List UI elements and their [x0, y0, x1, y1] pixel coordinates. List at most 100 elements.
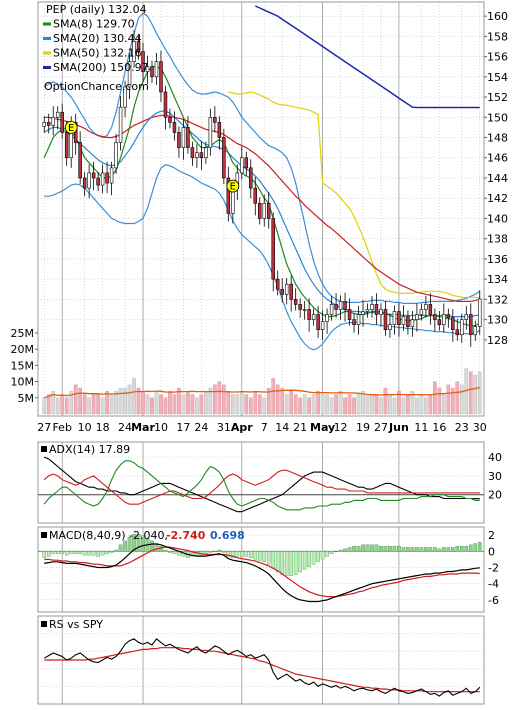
candle-body	[186, 127, 190, 148]
candle-body	[374, 304, 379, 315]
candle-body	[51, 116, 55, 126]
candle-body	[289, 283, 293, 300]
macd-histogram-bar	[464, 545, 469, 552]
legend-swatch	[43, 66, 51, 69]
watermark-text: OptionChance.com	[44, 80, 149, 93]
macd-histogram-bar	[96, 551, 100, 557]
macd-histogram-bar	[231, 551, 235, 558]
volume-bar	[100, 397, 105, 415]
candle-body	[460, 319, 464, 336]
candle-body	[478, 298, 482, 327]
candle-body	[118, 106, 123, 143]
date-tick-label: 19	[356, 421, 370, 434]
date-tick-label: 12	[334, 421, 348, 434]
candle-body	[114, 142, 118, 169]
candle-body	[361, 311, 365, 315]
volume-bar	[284, 394, 289, 415]
price-tick-label: 140	[487, 212, 508, 225]
macd-histogram-bar	[266, 551, 271, 565]
volume-bar	[320, 394, 325, 415]
price-tick-label: 132	[487, 293, 508, 306]
macd-histogram-bar	[329, 551, 334, 555]
macd-histogram-bar	[100, 551, 105, 556]
earnings-marker	[64, 121, 78, 134]
volume-bar	[109, 394, 114, 415]
macd-histogram-bar	[401, 547, 406, 552]
volume-bar	[280, 387, 285, 415]
macd-tick-label: -4	[488, 578, 499, 591]
date-tick-label: 18	[96, 421, 110, 434]
earnings-marker	[226, 179, 240, 193]
volume-bar	[275, 384, 280, 415]
macd-hist-value: 0.698	[210, 529, 245, 542]
price-tick-label: 148	[487, 132, 508, 145]
candle-body	[136, 41, 141, 52]
macd-histogram-bar	[222, 551, 226, 553]
macd-histogram-bar	[217, 549, 222, 552]
volume-bar	[468, 371, 473, 415]
macd-histogram-bar	[190, 551, 195, 557]
candle-body	[190, 147, 195, 159]
macd-histogram-bar	[365, 544, 370, 552]
candle-body	[163, 91, 168, 118]
volume-bar	[307, 397, 311, 415]
candle-body	[213, 116, 217, 123]
macd-histogram-bar	[60, 551, 64, 555]
candle-body	[258, 202, 262, 219]
macd-label-swatch	[41, 532, 47, 538]
rs-line	[43, 638, 481, 697]
candle-body	[123, 86, 127, 108]
macd-histogram-bar	[473, 543, 478, 552]
macd-histogram-bar	[127, 536, 132, 552]
candle-body	[325, 314, 329, 322]
volume-bar	[262, 397, 267, 415]
price-tick-label: 160	[487, 10, 508, 23]
macd-histogram-bar	[392, 545, 397, 552]
volume-average-line	[43, 386, 480, 399]
volume-bar	[316, 391, 320, 415]
candle-body	[284, 283, 289, 295]
candle-body	[365, 309, 370, 312]
volume-bar	[248, 397, 253, 415]
candle-body	[109, 167, 114, 184]
volume-bar	[271, 378, 276, 415]
macd-histogram-bar	[204, 551, 208, 555]
macd-histogram-bar	[334, 551, 338, 553]
candle-body	[379, 309, 383, 315]
price-tick-label: 144	[487, 172, 508, 185]
date-tick-label: Feb	[52, 421, 71, 434]
macd-histogram-bar	[320, 551, 325, 560]
volume-bar	[204, 391, 208, 415]
volume-tick-label: 20M	[11, 343, 35, 356]
volume-bar	[343, 397, 347, 415]
volume-tick-label: 25M	[11, 327, 35, 340]
candle-body	[87, 172, 91, 189]
volume-bar	[87, 397, 91, 415]
volume-bar	[69, 391, 74, 415]
macd-histogram-bar	[477, 542, 482, 552]
volume-bar	[163, 397, 168, 415]
rs-label-swatch	[41, 621, 47, 627]
adx-series-line	[43, 460, 480, 511]
volume-bar	[356, 394, 361, 415]
volume-bar	[46, 394, 51, 415]
candle-body	[406, 316, 410, 327]
macd-histogram-bar	[347, 547, 352, 552]
macd-histogram-bar	[343, 548, 347, 552]
candle-body	[55, 111, 60, 118]
candle-body	[410, 319, 415, 327]
macd-histogram-bar	[118, 544, 123, 552]
date-tick-label: 10	[154, 421, 168, 434]
legend-entry: SMA(200) 150.97	[53, 61, 149, 74]
date-tick-label: 30	[473, 421, 487, 434]
macd-histogram-bar	[307, 551, 311, 567]
volume-bar	[217, 381, 222, 415]
candle-body	[150, 66, 154, 78]
date-tick-label: 24	[118, 421, 132, 434]
adx-tick-label: 40	[488, 451, 502, 464]
macd-signal-line	[44, 546, 480, 598]
macd-line	[44, 543, 480, 603]
candle-body	[352, 319, 356, 325]
macd-histogram-bar	[406, 547, 410, 552]
